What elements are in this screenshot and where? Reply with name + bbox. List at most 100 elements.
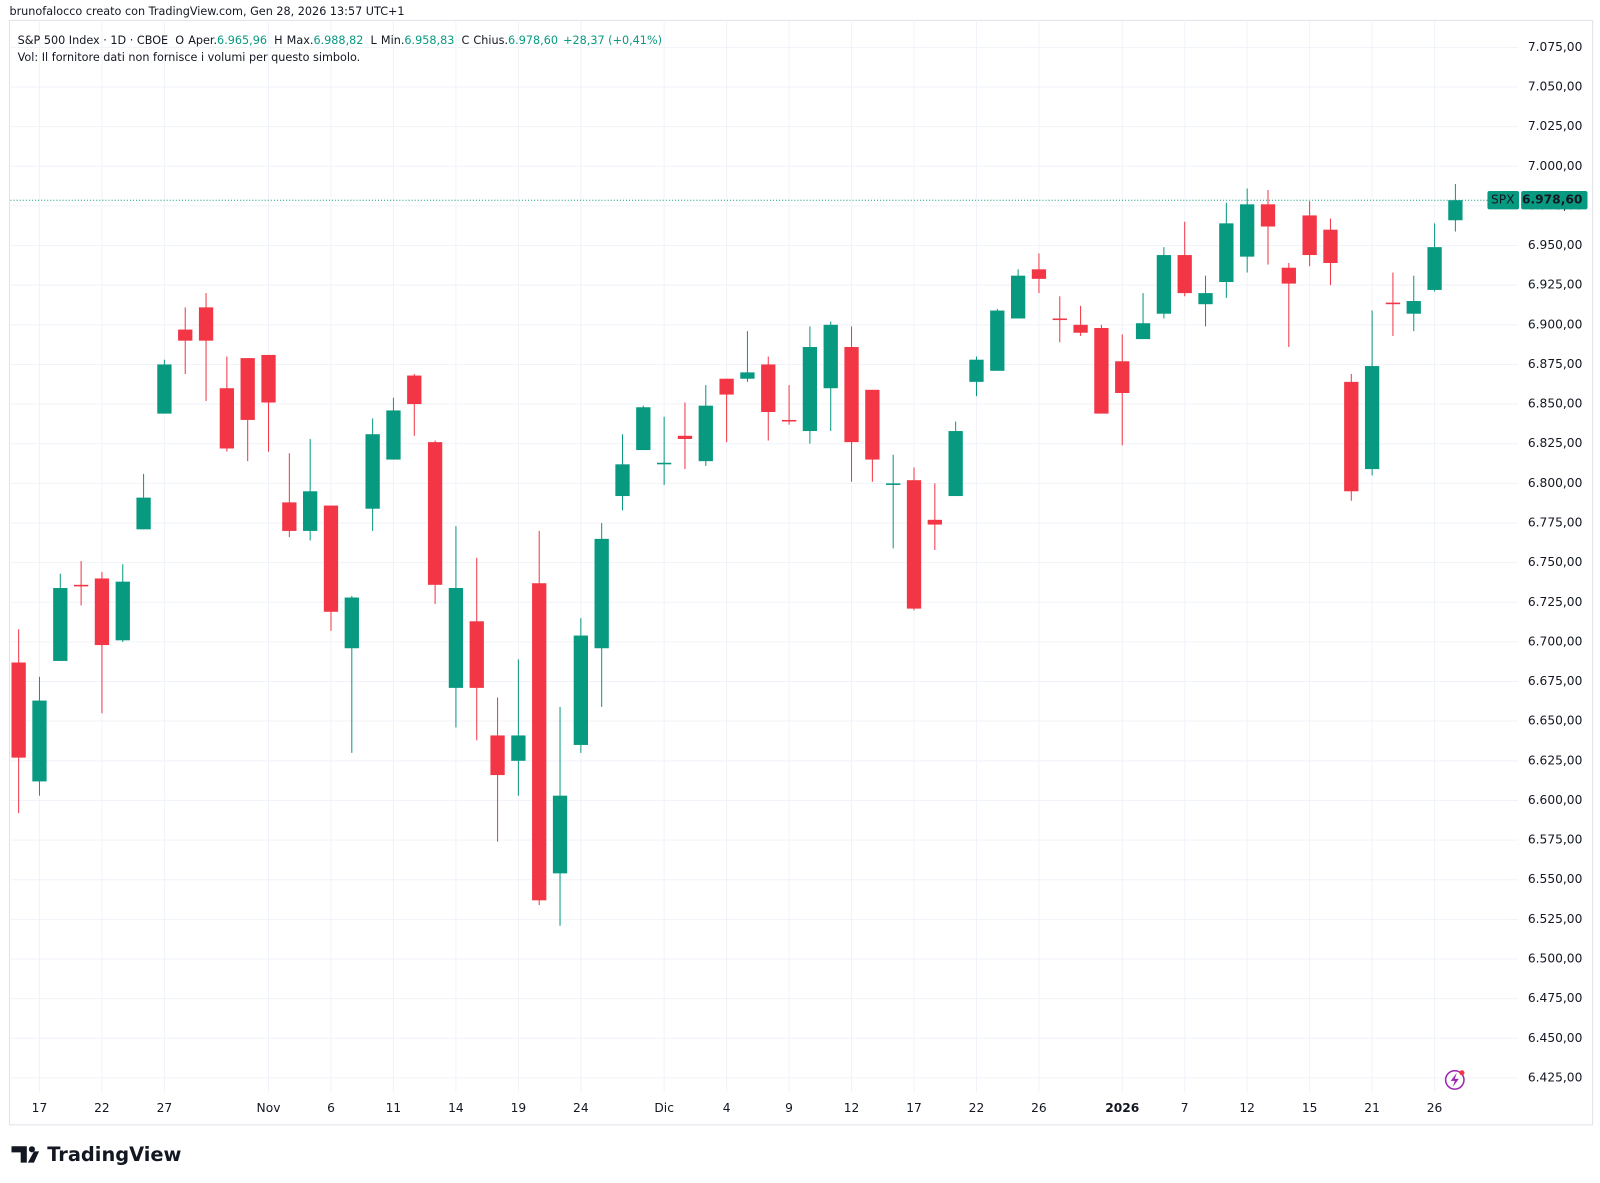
x-tick-label: 2026 [1105, 1101, 1139, 1115]
y-tick-label: 6.825,00 [1528, 436, 1582, 450]
candle-body [1031, 269, 1047, 279]
symbol-label: SPX [1491, 193, 1515, 207]
candle-body [573, 635, 588, 745]
candle-body [427, 442, 443, 585]
candle-body [865, 389, 880, 460]
y-tick-label: 6.700,00 [1528, 634, 1582, 648]
candle-body [927, 519, 942, 525]
candle-body [1406, 301, 1421, 314]
legend-name: Aper. [188, 34, 217, 47]
candles [10, 183, 1519, 926]
brand-logo: TradingView [11, 1143, 182, 1166]
candle-body [490, 735, 505, 776]
icon-dot [1459, 1070, 1465, 1076]
y-tick-label: 6.725,00 [1528, 595, 1582, 609]
icon-circle [1444, 1069, 1465, 1090]
brand: TradingView [47, 1143, 181, 1166]
candle-body [94, 578, 110, 646]
last-price-label: 6.978,60 [1522, 193, 1582, 207]
y-tick-label: 6.875,00 [1528, 357, 1582, 371]
candle-body [323, 505, 339, 612]
x-tick-label: 22 [969, 1101, 985, 1115]
x-tick-label: 17 [906, 1101, 922, 1115]
y-tick-label: 6.500,00 [1528, 951, 1582, 965]
y-tick-label: 6.475,00 [1528, 991, 1582, 1005]
y-tick-label: 7.000,00 [1528, 159, 1582, 173]
legend-value: 6.988,82 [313, 34, 363, 47]
x-tick-label: Dic [654, 1101, 674, 1115]
legend-key: L [371, 34, 378, 47]
legend-change: +28,37 (+0,41%) [563, 34, 662, 47]
candle-body [1052, 318, 1067, 321]
y-tick-label: 6.950,00 [1528, 238, 1582, 252]
candle-body [740, 372, 755, 379]
candle-body [469, 621, 484, 688]
symbol-badge [1487, 191, 1520, 210]
candle-body [157, 364, 172, 414]
candle-body [552, 795, 568, 874]
candle-body [1427, 247, 1442, 290]
candle-body [636, 407, 651, 451]
y-tick-label: 6.750,00 [1528, 555, 1582, 569]
candle-body [344, 597, 359, 649]
candle-body [261, 354, 276, 403]
candle-body [448, 587, 464, 688]
legend-value: 6.958,83 [404, 34, 454, 47]
candle-body [1364, 366, 1380, 470]
legend-title: S&P 500 Index · 1D · CBOE [18, 34, 169, 47]
x-tick-label: 19 [511, 1101, 527, 1115]
legend-key: O [175, 34, 184, 47]
candle-body [1323, 229, 1338, 263]
candle-body [407, 375, 422, 405]
candle-body [115, 581, 130, 641]
legend-name: Max. [287, 34, 314, 47]
candle-body [32, 700, 47, 782]
y-tick-label: 6.675,00 [1528, 674, 1582, 688]
chart-frame [8, 19, 1594, 1126]
candle-body [365, 434, 380, 509]
candle-body [1302, 215, 1317, 256]
candle-body [1219, 223, 1234, 283]
y-tick-label: 6.850,00 [1528, 397, 1582, 411]
candle-body [948, 431, 963, 497]
candle-body [615, 464, 630, 497]
legend-name: Min. [381, 34, 404, 47]
x-tick-label: 15 [1302, 1101, 1318, 1115]
candle-body [219, 388, 235, 449]
legend-key: H [274, 34, 282, 47]
candle-body [198, 307, 214, 341]
candle-body [1344, 381, 1359, 492]
candle-body [886, 483, 901, 485]
x-tick-label: 11 [386, 1101, 402, 1115]
candle-body [136, 497, 151, 530]
candle-body [698, 405, 713, 462]
candle-body [969, 359, 984, 382]
price-badge [1521, 191, 1588, 210]
candle-body [719, 378, 734, 395]
y-tick-label: 7.075,00 [1528, 40, 1582, 54]
x-tick-label: 9 [785, 1101, 793, 1115]
y-tick-label: 6.925,00 [1528, 278, 1582, 292]
y-tick-label: 6.775,00 [1528, 515, 1582, 529]
candle-body [1156, 255, 1172, 314]
candle-body [761, 364, 776, 413]
x-tick-label: 12 [844, 1101, 860, 1115]
legend-value: 6.965,96 [217, 34, 267, 47]
candle-body [303, 491, 318, 531]
y-tick-label: 7.050,00 [1528, 80, 1582, 94]
x-tick-label: 12 [1239, 1101, 1255, 1115]
y-tick-label: 6.525,00 [1528, 912, 1582, 926]
candle-body [594, 538, 609, 649]
x-tick-label: 24 [573, 1101, 589, 1115]
y-tick-label: 6.800,00 [1528, 476, 1582, 490]
y-tick-label: 6.450,00 [1528, 1031, 1582, 1045]
candle-body [1135, 323, 1151, 340]
candle-body [1010, 275, 1026, 319]
candle-body [53, 587, 68, 661]
candle-body [1198, 293, 1213, 305]
x-tick-label: 7 [1181, 1101, 1189, 1115]
logo-dot [28, 1146, 35, 1153]
x-tick-label: 27 [157, 1101, 173, 1115]
